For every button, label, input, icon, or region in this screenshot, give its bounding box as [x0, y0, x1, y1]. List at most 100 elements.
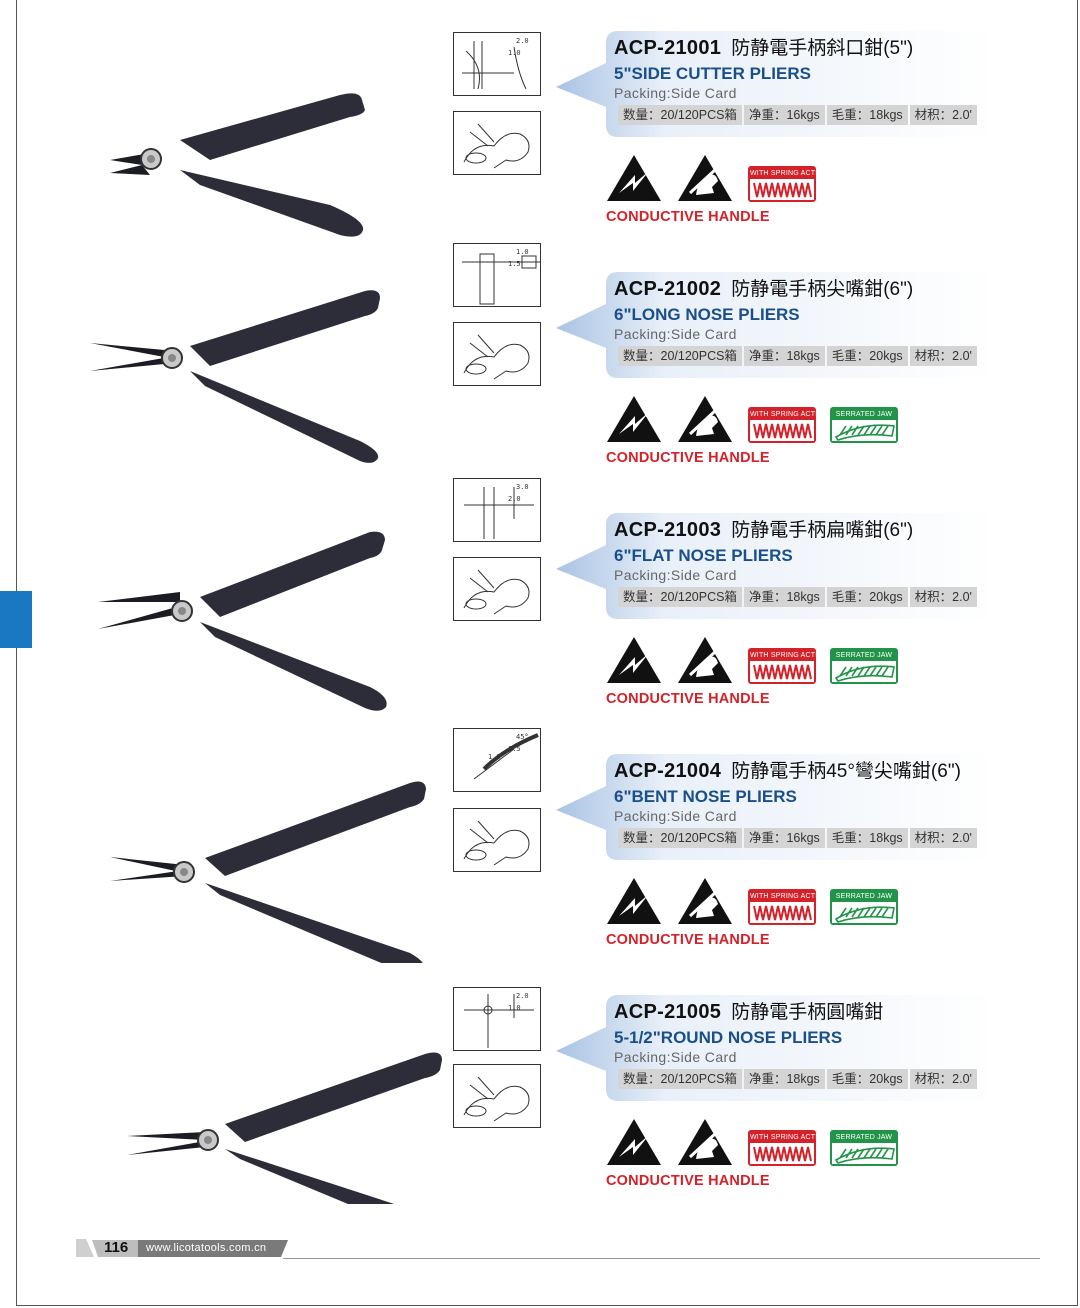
feature-badges: WITH SPRING ACTION CONDUCTIVE HANDLE — [605, 153, 905, 225]
conductive-handle-label: CONDUCTIVE HANDLE — [606, 691, 770, 707]
spec-row: 数量：20/120PCS箱 净重：18kgs 毛重：20kgs 材积：2.0' — [618, 587, 977, 607]
badge-label: WITH SPRING ACTION — [750, 652, 829, 659]
usage-illustration — [453, 1064, 541, 1128]
plier-image — [127, 1052, 442, 1204]
serrated-jaw-badge: SERRATED JAW — [830, 407, 898, 443]
product-info-card: ACP-21001 防静電手柄斜口鉗(5") 5"SIDE CUTTER PLIE… — [556, 29, 996, 139]
product-name-en: 5-1/2"ROUND NOSE PLIERS — [614, 1028, 843, 1047]
spec-field: 材积：2.0' — [909, 346, 977, 366]
packing-info: Packing:Side Card — [614, 1049, 737, 1065]
badge-label: WITH SPRING ACTION — [750, 893, 829, 900]
spec-field: 数量：20/120PCS箱 — [618, 587, 742, 607]
svg-text:2.0: 2.0 — [516, 37, 529, 45]
badge-label: WITH SPRING ACTION — [750, 411, 829, 418]
svg-text:1.0: 1.0 — [508, 49, 521, 57]
spec-field: 毛重：20kgs — [826, 1069, 908, 1089]
spec-field: 数量：20/120PCS箱 — [618, 346, 742, 366]
svg-text:1.5: 1.5 — [508, 745, 521, 753]
esd-warning-icon — [607, 396, 661, 442]
esd-warning-icon — [607, 637, 661, 683]
spec-field: 毛重：20kgs — [826, 346, 908, 366]
esd-warning-icon — [678, 637, 732, 683]
spec-field: 毛重：18kgs — [826, 828, 908, 848]
product-info-card: ACP-21003 防静電手柄扁嘴鉗(6") 6"FLAT NOSE PLIERS… — [556, 511, 996, 621]
conductive-handle-label: CONDUCTIVE HANDLE — [606, 1173, 770, 1189]
feature-badges: WITH SPRING ACTION SERRATED JAW CONDUCTI… — [605, 635, 905, 707]
esd-warning-icon — [607, 1119, 661, 1165]
plier-image — [90, 290, 380, 463]
product-name-cn: 防静電手柄尖嘴鉗(6") — [731, 279, 914, 300]
product-name-cn: 防静電手柄45°彎尖嘴鉗(6") — [731, 761, 961, 782]
dimension-diagram: 1.0 1.5 — [453, 243, 541, 307]
svg-text:1.5: 1.5 — [508, 260, 521, 268]
product-name-en: 6"LONG NOSE PLIERS — [614, 305, 800, 324]
svg-text:1.0: 1.0 — [488, 753, 501, 761]
product-name-en: 6"FLAT NOSE PLIERS — [614, 546, 793, 565]
spec-field: 净重：16kgs — [743, 828, 825, 848]
esd-warning-icon — [678, 155, 732, 201]
product-entry: 45° 1.5 1.0 ACP-21004 防静電手柄45°彎尖嘴鉗(6") — [0, 723, 1080, 964]
plier-image — [110, 93, 365, 237]
svg-text:1.0: 1.0 — [516, 248, 529, 256]
esd-warning-icon — [607, 155, 661, 201]
packing-info: Packing:Side Card — [614, 567, 737, 583]
footer-rule — [283, 1258, 1040, 1259]
spec-field: 数量：20/120PCS箱 — [618, 828, 742, 848]
conductive-handle-label: CONDUCTIVE HANDLE — [606, 209, 770, 225]
spec-row: 数量：20/120PCS箱 净重：16kgs 毛重：18kgs 材积：2.0' — [618, 828, 977, 848]
badge-label: SERRATED JAW — [832, 650, 896, 661]
product-entry: 1.0 1.5 ACP-21002 防静電手柄尖嘴鉗(6") — [0, 241, 1080, 482]
page-number: 116 — [104, 1239, 129, 1256]
spec-field: 净重：18kgs — [743, 1069, 825, 1089]
product-entry: 2.0 1.0 ACP-21005 防静電手柄圓嘴鉗 5-1/ — [0, 964, 1080, 1205]
feature-badges: WITH SPRING ACTION SERRATED JAW CONDUCTI… — [605, 394, 905, 466]
feature-badges: WITH SPRING ACTION SERRATED JAW CONDUCTI… — [605, 1117, 905, 1189]
footer-bar — [76, 1239, 288, 1257]
product-name-en: 6"BENT NOSE PLIERS — [614, 787, 797, 806]
spec-field: 材积：2.0' — [909, 828, 977, 848]
conductive-handle-label: CONDUCTIVE HANDLE — [606, 450, 770, 466]
packing-info: Packing:Side Card — [614, 85, 737, 101]
dimension-diagram: 2.0 1.0 — [453, 32, 541, 96]
product-name-en: 5"SIDE CUTTER PLIERS — [614, 64, 811, 83]
product-name-cn: 防静電手柄扁嘴鉗(6") — [731, 520, 914, 541]
svg-text:45°: 45° — [516, 733, 529, 741]
section-tab — [0, 591, 32, 648]
esd-warning-icon — [678, 1119, 732, 1165]
product-code: ACP-21002 — [614, 278, 722, 300]
badge-label: SERRATED JAW — [832, 1132, 896, 1143]
spec-field: 材积：2.0' — [909, 587, 977, 607]
serrated-jaw-badge: SERRATED JAW — [830, 1130, 898, 1166]
packing-info: Packing:Side Card — [614, 326, 737, 342]
usage-illustration — [453, 557, 541, 621]
dimension-diagram: 2.0 1.0 — [453, 987, 541, 1051]
product-code: ACP-21001 — [614, 37, 722, 59]
spec-field: 净重：18kgs — [743, 587, 825, 607]
spec-row: 数量：20/120PCS箱 净重：18kgs 毛重：20kgs 材积：2.0' — [618, 1069, 977, 1089]
usage-illustration — [453, 322, 541, 386]
badge-label: SERRATED JAW — [832, 891, 896, 902]
dimension-diagram: 45° 1.5 1.0 — [453, 728, 541, 792]
spec-row: 数量：20/120PCS箱 净重：16kgs 毛重：18kgs 材积：2.0' — [618, 105, 977, 125]
spec-field: 毛重：20kgs — [826, 587, 908, 607]
feature-badges: WITH SPRING ACTION SERRATED JAW CONDUCTI… — [605, 876, 905, 948]
spring-action-badge: WITH SPRING ACTION — [748, 889, 829, 925]
esd-warning-icon — [678, 878, 732, 924]
plier-image — [110, 781, 426, 963]
product-entry: 3.0 2.0 ACP-21003 防静電手柄扁嘴鉗(6") — [0, 478, 1080, 723]
spec-field: 材积：2.0' — [909, 105, 977, 125]
page-border — [16, 0, 1078, 1306]
badge-label: SERRATED JAW — [832, 409, 896, 420]
spec-field: 净重：16kgs — [743, 105, 825, 125]
conductive-handle-label: CONDUCTIVE HANDLE — [606, 932, 770, 948]
spec-row: 数量：20/120PCS箱 净重：18kgs 毛重：20kgs 材积：2.0' — [618, 346, 977, 366]
spec-field: 毛重：18kgs — [826, 105, 908, 125]
product-code: ACP-21003 — [614, 519, 722, 541]
svg-text:1.0: 1.0 — [508, 1004, 521, 1012]
product-entry: 2.0 1.0 ACP-21001 防静電手柄斜口鉗(5") — [0, 0, 1080, 241]
svg-text:2.0: 2.0 — [508, 495, 521, 503]
product-code: ACP-21005 — [614, 1001, 722, 1023]
spring-action-badge: WITH SPRING ACTION — [748, 1130, 828, 1166]
svg-text:2.0: 2.0 — [516, 992, 529, 1000]
product-code: ACP-21004 — [614, 760, 722, 782]
